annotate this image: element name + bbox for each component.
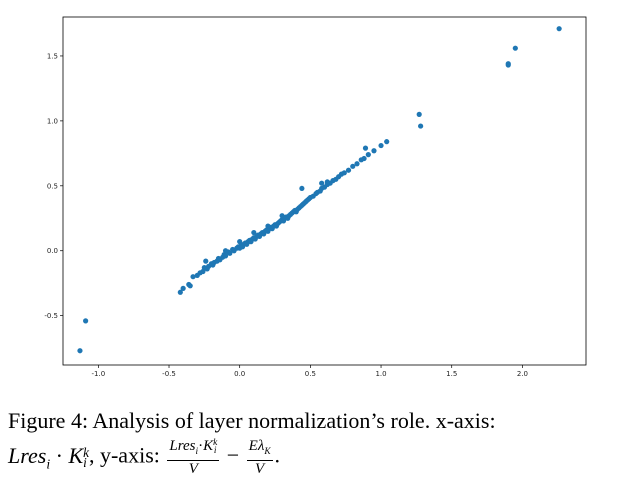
scatter-point <box>187 283 193 289</box>
scatter-point <box>350 163 356 169</box>
scatter-point <box>354 161 360 167</box>
plot-area-frame <box>62 16 587 366</box>
scatter-point <box>324 179 330 185</box>
scatter-point <box>416 111 422 117</box>
scatter-point <box>384 139 390 145</box>
y-tick-label: -0.5 <box>44 312 58 320</box>
scatter-point <box>556 26 562 32</box>
scatter-point <box>365 152 371 158</box>
x-tick-label: -0.5 <box>162 370 176 378</box>
x-axis-ticks: -1.0 -0.5 0.0 0.5 1.0 1.5 2.0 <box>92 365 528 378</box>
y-tick-label: 1.5 <box>47 52 58 60</box>
scatter-point <box>251 229 257 236</box>
minus-sign: − <box>221 442 245 468</box>
scatter-point <box>505 61 511 67</box>
scatter-point <box>341 170 347 176</box>
y-tick-label: 1.0 <box>47 117 58 125</box>
scatter-point <box>177 289 183 295</box>
scatter-points <box>77 26 562 354</box>
scatter-point <box>418 123 424 129</box>
y-tick-label: 0.0 <box>47 247 58 255</box>
caption-end: . <box>274 442 281 468</box>
scatter-point <box>371 148 377 154</box>
scatter-point <box>378 142 384 149</box>
scatter-point <box>362 145 369 151</box>
x-tick-label: 0.0 <box>234 370 245 378</box>
scatter-point <box>265 223 271 229</box>
figure-caption: Figure 4: Analysis of layer normalizatio… <box>8 404 632 481</box>
x-tick-label: 0.5 <box>305 370 316 378</box>
y-axis-label: , y-axis: <box>88 442 166 468</box>
fraction-one: Lresi·K k i V <box>167 437 220 477</box>
scatter-plot: -1.0 -0.5 0.0 0.5 1.0 1.5 2.0 -0.5 0.0 0.5 1.0 1.5 <box>44 16 587 378</box>
scatter-point <box>345 167 352 173</box>
scatter-point <box>361 155 367 162</box>
fraction-two: EλK V <box>246 438 273 477</box>
scatter-point <box>83 318 89 324</box>
y-axis-ticks: -0.5 0.0 0.5 1.0 1.5 <box>44 52 63 320</box>
scatter-point <box>77 348 83 354</box>
scatter-point <box>237 239 243 245</box>
scatter-point <box>299 185 305 192</box>
x-tick-label: 2.0 <box>517 370 528 378</box>
x-tick-label: 1.5 <box>446 370 457 378</box>
scatter-point <box>227 250 233 256</box>
scatter-point <box>190 274 196 280</box>
caption-prefix: Figure 4: Analysis of layer normalizatio… <box>8 408 496 433</box>
x-tick-label: -1.0 <box>92 370 106 378</box>
scatter-point <box>319 180 325 186</box>
x-tick-label: 1.0 <box>375 370 386 378</box>
y-tick-label: 0.5 <box>47 182 58 190</box>
scatter-point <box>180 285 186 291</box>
scatter-point <box>222 248 229 254</box>
scatter-point <box>512 45 518 51</box>
scatter-point <box>203 258 209 264</box>
scatter-point <box>279 213 285 219</box>
scatter-point <box>222 253 229 259</box>
